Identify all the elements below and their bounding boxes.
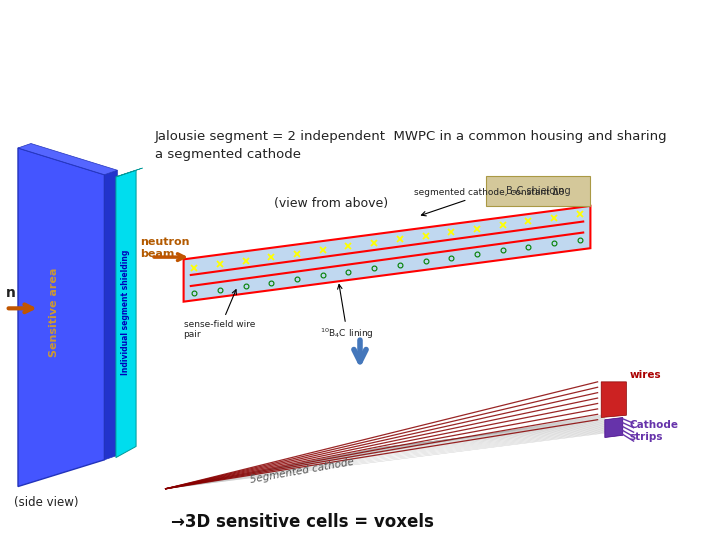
Polygon shape (116, 170, 136, 457)
Polygon shape (184, 206, 590, 302)
Text: wires: wires (630, 370, 662, 380)
Polygon shape (486, 176, 590, 206)
Polygon shape (18, 144, 117, 175)
Text: $^{10}$B$_4$C lining: $^{10}$B$_4$C lining (320, 285, 374, 341)
Polygon shape (104, 170, 117, 460)
Polygon shape (605, 417, 623, 437)
Text: segmented cathode, constant Δθ: segmented cathode, constant Δθ (414, 188, 564, 216)
Text: 5egmented cathode: 5egmented cathode (250, 457, 355, 485)
Polygon shape (601, 382, 626, 417)
Polygon shape (18, 148, 104, 487)
Text: The Jalousie detector technology: The Jalousie detector technology (18, 41, 534, 69)
Text: B₄C shielding: B₄C shielding (506, 186, 571, 195)
Text: (view from above): (view from above) (274, 197, 388, 210)
Text: sense-field wire
pair: sense-field wire pair (184, 289, 255, 339)
Text: Jalousie segment = 2 independent  MWPC in a common housing and sharing
a segment: Jalousie segment = 2 independent MWPC in… (155, 130, 667, 161)
Text: neutron
beam: neutron beam (140, 237, 190, 259)
Text: n: n (6, 286, 16, 300)
Text: (side view): (side view) (14, 496, 79, 509)
Text: Sensitive area: Sensitive area (49, 268, 59, 357)
Text: →3D sensitive cells = voxels: →3D sensitive cells = voxels (171, 513, 434, 531)
Text: Cathode
strips: Cathode strips (630, 420, 679, 442)
Text: Individual segment shielding: Individual segment shielding (122, 250, 130, 375)
Polygon shape (116, 168, 143, 177)
